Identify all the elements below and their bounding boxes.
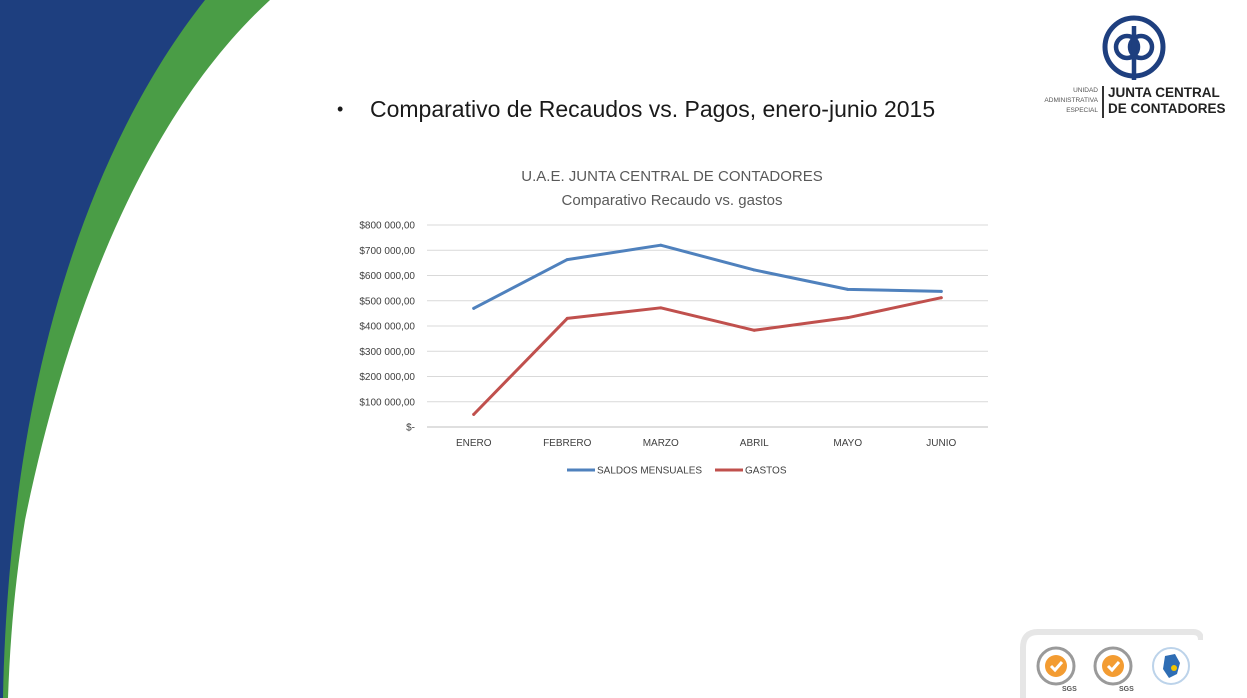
chart-legend: SALDOS MENSUALES GASTOS — [567, 466, 787, 477]
background-swoosh — [0, 0, 270, 698]
y-tick-label: $700 000,00 — [359, 246, 415, 257]
line-chart: U.A.E. JUNTA CENTRAL DE CONTADORES Compa… — [359, 168, 988, 477]
y-tick-label: $200 000,00 — [359, 372, 415, 383]
chart-gridlines — [427, 224, 988, 428]
blue-stripe — [0, 0, 205, 698]
data-point — [939, 289, 943, 293]
x-tick-label: ABRIL — [740, 438, 769, 449]
logo-subtitle: UNIDAD ADMINISTRATIVA ESPECIAL — [1044, 87, 1098, 114]
logo-name: JUNTA CENTRAL DE CONTADORES — [1108, 85, 1226, 116]
data-point — [846, 316, 850, 320]
y-tick-label: $100 000,00 — [359, 397, 415, 408]
chart-title: U.A.E. JUNTA CENTRAL DE CONTADORES — [521, 168, 822, 185]
y-tick-label: $500 000,00 — [359, 296, 415, 307]
y-tick-label: $800 000,00 — [359, 221, 415, 232]
bullet: • — [337, 99, 344, 119]
badges-frame — [1020, 629, 1203, 698]
y-tick-label: $300 000,00 — [359, 347, 415, 358]
organization-logo: UNIDAD ADMINISTRATIVA ESPECIAL JUNTA CEN… — [1035, 12, 1235, 122]
x-tick-label: JUNIO — [926, 438, 956, 449]
series-line-saldos — [472, 243, 943, 310]
y-tick-label: $400 000,00 — [359, 322, 415, 333]
x-axis-ticks: ENERO FEBRERO MARZO ABRIL MAYO JUNIO — [456, 438, 957, 449]
headline-text: Comparativo de Recaudos vs. Pagos, enero… — [370, 96, 936, 122]
sgs-certification-icon: SGS — [1093, 646, 1134, 693]
x-tick-label: ENERO — [456, 438, 492, 449]
svg-text:SGS: SGS — [1119, 686, 1134, 693]
certification-badges: SGS SGS — [1020, 629, 1203, 698]
y-tick-label: $600 000,00 — [359, 271, 415, 282]
data-point — [565, 316, 569, 320]
sgs-certification-icon: SGS — [1036, 646, 1077, 693]
data-point — [939, 296, 943, 300]
logo-divider — [1102, 86, 1104, 118]
data-point — [659, 306, 663, 310]
data-point — [752, 328, 756, 332]
slide-headline: • Comparativo de Recaudos vs. Pagos, ener… — [337, 96, 935, 123]
colombia-seal-icon — [1152, 647, 1190, 685]
legend-label: SALDOS MENSUALES — [597, 466, 702, 477]
x-tick-label: MAYO — [833, 438, 862, 449]
data-point — [846, 287, 850, 291]
data-point — [565, 258, 569, 262]
series-line-gastos — [472, 296, 943, 416]
data-point — [659, 243, 663, 247]
y-tick-label: $- — [406, 423, 415, 434]
y-axis-ticks: $800 000,00 $700 000,00 $600 000,00 $500 00… — [359, 221, 415, 434]
data-point — [472, 306, 476, 310]
svg-text:SGS: SGS — [1062, 686, 1077, 693]
legend-label: GASTOS — [745, 466, 787, 477]
data-point — [752, 268, 756, 272]
data-point — [472, 412, 476, 416]
jcc-logo-icon — [1102, 15, 1166, 80]
x-tick-label: FEBRERO — [543, 438, 592, 449]
chart-subtitle: Comparativo Recaudo vs. gastos — [562, 192, 783, 209]
x-tick-label: MARZO — [643, 438, 679, 449]
chart-series — [472, 243, 943, 416]
